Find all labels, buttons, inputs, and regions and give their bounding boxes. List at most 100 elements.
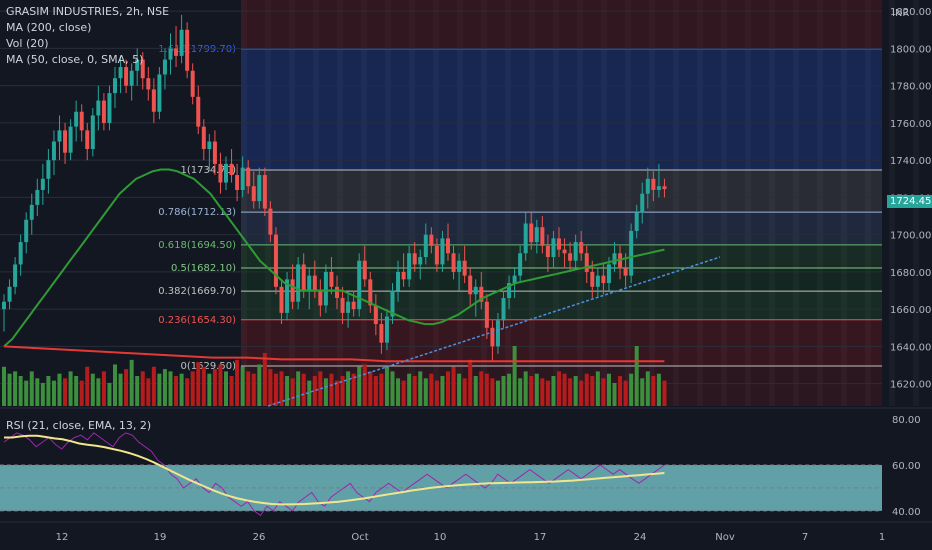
volume-bar (201, 366, 206, 406)
volume-bar (501, 376, 506, 406)
candle-body (318, 290, 323, 306)
fib-zone (241, 0, 882, 49)
candle-body (618, 253, 623, 269)
volume-bar (418, 371, 423, 406)
candle-body (57, 130, 62, 142)
volume-bar (579, 380, 584, 406)
candles[interactable] (2, 14, 667, 362)
price-tick-label: 1640.00 (890, 342, 931, 353)
volume-legend[interactable]: Vol (20) (6, 37, 49, 50)
candle-body (362, 260, 367, 280)
candle-body (273, 234, 278, 287)
candle-body (107, 93, 112, 123)
candle-body (340, 297, 345, 313)
volume-bar (340, 376, 345, 406)
symbol-title[interactable]: GRASIM INDUSTRIES, 2h, NSE (6, 5, 170, 18)
candle-body (18, 242, 23, 265)
volume-bar (584, 373, 589, 406)
time-axis[interactable]: 12 19 26 Oct 10 17 24 Nov 7 1 (0, 521, 932, 543)
volume-bar (335, 380, 339, 406)
volume-bar (35, 378, 40, 406)
ma50-legend[interactable]: MA (50, close, 0, SMA, 5) (6, 53, 144, 66)
volume-bar (640, 378, 645, 406)
candle-body (640, 193, 645, 213)
candle-body (118, 67, 123, 79)
fib-zone (241, 212, 882, 245)
candle-body (212, 141, 217, 164)
candle-body (373, 305, 378, 325)
rsi-ema-line (4, 434, 665, 506)
candle-body (562, 249, 567, 254)
candle-body (146, 78, 151, 90)
candle-body (157, 74, 162, 112)
candle-body (401, 271, 406, 280)
candle-body (601, 275, 606, 284)
volume-bar (518, 378, 523, 406)
fib-zone (241, 267, 882, 292)
candle-body (434, 245, 439, 265)
volume-bar (462, 378, 467, 406)
candle-body (479, 286, 484, 302)
candle-body (329, 271, 334, 287)
rsi-panel[interactable]: 80.00 60.00 40.00 (0, 407, 932, 518)
volume-bar (368, 371, 373, 406)
candle-body (656, 186, 661, 190)
candle-body (224, 163, 228, 183)
trendline[interactable] (267, 256, 721, 407)
ma200-legend[interactable]: MA (200, close) (6, 21, 92, 34)
candle-body (179, 29, 184, 56)
volume-bar (379, 373, 384, 406)
volume-bar (13, 371, 18, 406)
volume-bar (74, 376, 79, 406)
candle-body (101, 100, 106, 123)
volume-bar (595, 371, 600, 406)
volume-bar (151, 366, 156, 406)
volume-bar (507, 373, 512, 406)
volume-bar (623, 380, 628, 406)
price-tick-label: 1780.00 (890, 82, 931, 93)
volume-bar (490, 378, 495, 406)
candle-body (40, 178, 45, 190)
candle-body (418, 257, 423, 265)
volume-bar (257, 364, 262, 406)
price-axis[interactable]: 1820.001800.001780.001760.001740.001720.… (890, 7, 931, 390)
fib-label: 0.236(1654.30) (158, 315, 236, 326)
time-tick-label: 12 (56, 532, 69, 543)
volume-bar (7, 373, 12, 406)
volume-bar (590, 376, 595, 406)
price-tick-label: 1660.00 (890, 305, 931, 316)
volume-bar (434, 380, 439, 406)
volume-bar (174, 376, 179, 406)
volume-bar (262, 352, 267, 406)
volume-bar (240, 366, 245, 406)
candle-body (235, 175, 240, 190)
volume-bar (79, 380, 84, 406)
volume-bar (179, 373, 184, 406)
candle-body (323, 271, 328, 306)
time-tick-label: 17 (534, 532, 547, 543)
candle-body (468, 275, 473, 295)
volume-bar (129, 359, 134, 406)
candle-body (168, 48, 173, 60)
candle-body (573, 242, 578, 261)
volume-bar (551, 376, 556, 406)
rsi-legend[interactable]: RSI (21, close, EMA, 13, 2) (6, 419, 152, 432)
candle-body (523, 223, 528, 254)
candle-body (606, 264, 611, 284)
price-tick-label: 1700.00 (890, 231, 931, 242)
candle-body (85, 130, 90, 149)
volume-bar (407, 373, 412, 406)
ma50-line (3, 168, 665, 348)
candle-body (351, 301, 356, 310)
candle-body (396, 271, 401, 291)
candle-body (140, 59, 145, 79)
time-tick-label: 1 (879, 532, 885, 543)
candle-body (2, 301, 6, 310)
volume-bar (24, 380, 29, 406)
candle-body (90, 115, 95, 149)
candle-body (473, 286, 478, 295)
volume-bar (268, 369, 273, 406)
volume-bar (601, 378, 606, 406)
volume-bar (207, 373, 212, 406)
